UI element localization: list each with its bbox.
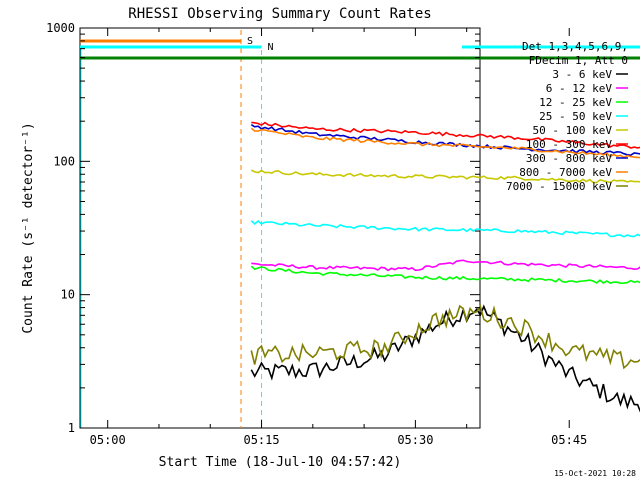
x-tick-label: 05:30 <box>397 433 433 447</box>
timestamp: 15-Oct-2021 10:28 <box>554 469 636 478</box>
series-line <box>251 121 640 149</box>
y-tick-label: 1 <box>68 421 75 435</box>
series-line <box>250 219 640 238</box>
series-line <box>250 169 640 184</box>
legend-entry-label: 6 - 12 keV <box>546 82 613 95</box>
legend-header-line-1: Det 1,3,4,5,6,9, <box>522 40 628 53</box>
legend: Det 1,3,4,5,6,9, FDecim 1, Att 0 3 - 6 k… <box>506 40 628 193</box>
y-tick-label: 100 <box>53 154 75 168</box>
plot-frame <box>79 27 481 429</box>
series-line <box>250 124 640 157</box>
x-axis-label: Start Time (18-Jul-10 04:57:42) <box>159 455 402 470</box>
series-line <box>250 304 640 370</box>
x-tick-label: 05:00 <box>90 433 126 447</box>
night-flag-label: N <box>268 42 274 53</box>
legend-entry-label: 7000 - 15000 keV <box>506 180 612 193</box>
legend-header-line-2: FDecim 1, Att 0 <box>529 54 628 67</box>
chart-title: RHESSI Observing Summary Count Rates <box>128 6 431 22</box>
legend-entry-label: 3 - 6 keV <box>552 68 612 81</box>
saa-flag-label: S <box>247 36 253 47</box>
legend-entry-label: 800 - 7000 keV <box>519 166 612 179</box>
series-group <box>250 121 640 413</box>
series-line <box>250 265 640 285</box>
series-line <box>251 259 640 272</box>
legend-entry-label: 100 - 300 keV <box>526 138 612 151</box>
plot-area <box>79 27 481 429</box>
y-axis-label: Count Rate (s⁻¹ detector⁻¹) <box>21 122 36 333</box>
series-line <box>250 127 640 159</box>
legend-entry-label: 25 - 50 keV <box>539 110 612 123</box>
legend-entry-label: 50 - 100 keV <box>533 124 613 137</box>
legend-entry-label: 12 - 25 keV <box>539 96 612 109</box>
x-tick-label: 05:15 <box>243 433 279 447</box>
axes: 05:0005:1505:3005:4506:0006:1506:3011010… <box>46 21 587 447</box>
flags: SNRD0RD6 <box>80 30 640 428</box>
y-tick-label: 1000 <box>46 21 75 35</box>
x-tick-label: 05:45 <box>551 433 587 447</box>
y-tick-label: 10 <box>61 288 75 302</box>
series-line <box>250 304 640 413</box>
legend-entry-label: 300 - 800 keV <box>526 152 612 165</box>
